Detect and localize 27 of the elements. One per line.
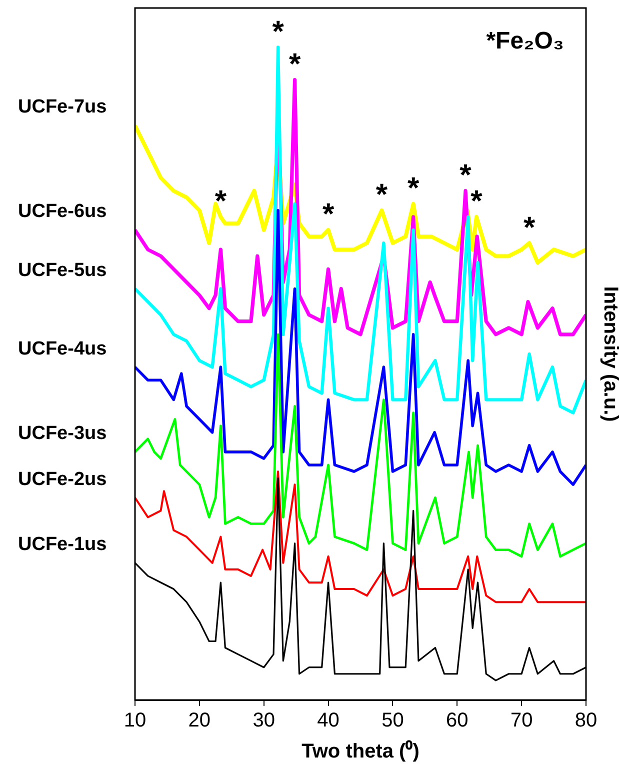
- x-tick-label: 50: [382, 710, 404, 732]
- annotation: *Fe₂O₃: [486, 28, 564, 55]
- annotation: *: [470, 185, 483, 218]
- annotation: *: [322, 198, 334, 232]
- series-label: UCFe-1us: [18, 534, 107, 556]
- x-tick-label: 70: [510, 710, 533, 732]
- annotation: *: [460, 159, 472, 192]
- x-tick-label: 40: [317, 710, 340, 732]
- series-label: UCFe-3us: [18, 423, 107, 444]
- series-label: UCFe-2us: [18, 468, 107, 490]
- annotation: *: [523, 211, 536, 244]
- x-tick-label: 20: [188, 710, 211, 732]
- annotation: *: [272, 15, 284, 48]
- x-tick-label: 80: [574, 710, 598, 732]
- x-tick-label: 10: [124, 710, 146, 732]
- x-tick-label: 60: [446, 710, 468, 732]
- annotation: *: [407, 172, 420, 206]
- annotation: *: [376, 178, 388, 212]
- annotation: *: [288, 48, 301, 82]
- x-axis-title: Two theta (⁰): [302, 740, 420, 763]
- series-label: UCFe-7us: [18, 96, 107, 118]
- y-axis-title: Intensity (a.u.): [599, 286, 622, 422]
- series-label: UCFe-6us: [18, 201, 107, 222]
- x-tick-label: 30: [252, 710, 275, 732]
- annotation: *: [214, 185, 227, 218]
- series-label: UCFe-4us: [18, 338, 107, 360]
- series-label: UCFe-5us: [18, 260, 107, 281]
